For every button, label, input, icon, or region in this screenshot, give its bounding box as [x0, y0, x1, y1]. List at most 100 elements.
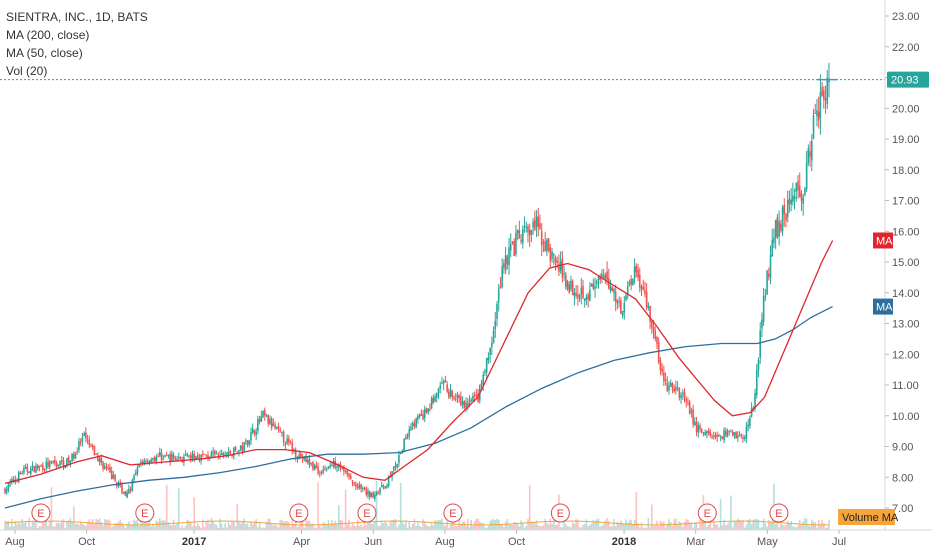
candle-body	[348, 473, 350, 477]
volume-bar	[17, 521, 20, 530]
volume-bar	[281, 519, 283, 530]
candle-body	[153, 457, 156, 461]
volume-bar	[57, 522, 60, 530]
earnings-marker[interactable]: E	[697, 503, 717, 523]
volume-ma-line	[4, 520, 830, 526]
candle-body	[298, 454, 300, 460]
candle-body	[546, 239, 548, 252]
candle-body	[122, 491, 125, 494]
volume-bar	[313, 527, 316, 530]
candle-body	[761, 319, 763, 329]
volume-bar	[731, 527, 734, 530]
volume-bar	[561, 527, 564, 530]
candle-body	[712, 435, 715, 437]
candle-body	[313, 465, 316, 470]
volume-bar	[432, 525, 435, 530]
volume-bar	[819, 524, 822, 530]
volume-bar	[110, 527, 113, 530]
candle-body	[423, 409, 426, 419]
candle-body	[583, 298, 586, 302]
candle-body	[485, 358, 488, 373]
candle-body	[614, 291, 617, 302]
volume-bar	[534, 522, 536, 530]
volume-bar	[587, 525, 589, 530]
candle-body	[263, 410, 266, 416]
earnings-marker-circle	[769, 503, 789, 523]
candle-body	[738, 434, 741, 437]
volume-bar	[93, 524, 96, 530]
candle-body	[312, 462, 314, 469]
volume-bar	[167, 522, 170, 530]
candle-body	[55, 463, 58, 467]
candle-body	[730, 431, 732, 433]
candle-body	[807, 148, 810, 163]
candle-body	[823, 90, 825, 100]
earnings-marker[interactable]: E	[135, 503, 155, 523]
y-tick-label: 23.00	[892, 11, 920, 23]
volume-bar	[755, 519, 758, 530]
volume-bar	[122, 524, 125, 530]
volume-bar	[392, 519, 395, 530]
candle-body	[52, 461, 54, 463]
candle-body	[609, 285, 612, 291]
candle-body	[595, 280, 598, 285]
candle-body	[700, 428, 703, 433]
candle-body	[441, 382, 443, 384]
x-tick-label: Oct	[78, 536, 95, 548]
legend-ma50[interactable]: MA (50, close)	[6, 46, 83, 60]
volume-bar	[814, 522, 817, 530]
candle-body	[102, 461, 104, 470]
candle-body	[521, 229, 524, 244]
legend-ma200[interactable]: MA (200, close)	[6, 28, 90, 42]
candle-body	[5, 489, 8, 493]
candle-body	[661, 368, 663, 373]
volume-bar	[236, 504, 239, 530]
candle-body	[578, 294, 581, 299]
legend-title[interactable]: SIENTRA, INC., 1D, BATS	[6, 10, 148, 24]
volume-bar	[671, 525, 674, 530]
candle-body	[124, 491, 127, 497]
x-tick-label: Oct	[508, 536, 525, 548]
candle-body	[540, 231, 543, 246]
candle-body	[301, 456, 304, 460]
volume-bar	[171, 525, 173, 530]
candle-body	[716, 434, 718, 437]
earnings-marker[interactable]: E	[769, 503, 789, 523]
volume-bar	[60, 521, 63, 530]
candle-body	[85, 432, 87, 439]
candle-body	[121, 484, 123, 493]
candle-body	[86, 439, 89, 441]
volume-bar	[456, 525, 459, 530]
candle-body	[651, 321, 653, 328]
candle-body	[527, 226, 529, 233]
volume-bar	[463, 521, 466, 530]
volume-bar	[105, 519, 108, 530]
earnings-marker[interactable]: E	[31, 503, 51, 523]
candle-body	[420, 413, 423, 416]
earnings-marker[interactable]: E	[289, 503, 309, 523]
candle-body	[509, 244, 512, 251]
volume-bar	[632, 524, 634, 530]
candle-body	[54, 460, 56, 464]
candle-body	[565, 274, 567, 287]
volume-bar	[339, 519, 342, 530]
volume-bar	[664, 527, 667, 530]
candle-body	[573, 292, 576, 297]
candle-body	[737, 435, 739, 438]
volume-bar	[723, 519, 725, 530]
candle-body	[663, 372, 665, 382]
legend-vol[interactable]: Vol (20)	[6, 64, 48, 78]
earnings-marker[interactable]: E	[443, 503, 463, 523]
candle-body	[71, 453, 73, 462]
earnings-marker[interactable]: E	[357, 503, 377, 523]
volume-bar	[478, 521, 481, 530]
candle-body	[319, 472, 321, 474]
candle-body	[408, 429, 411, 436]
volume-bar	[246, 523, 249, 530]
earnings-marker[interactable]: E	[550, 503, 570, 523]
volume-bar	[98, 518, 101, 530]
candle-body	[322, 469, 325, 473]
candle-body	[112, 474, 115, 479]
volume-bar	[423, 521, 426, 530]
